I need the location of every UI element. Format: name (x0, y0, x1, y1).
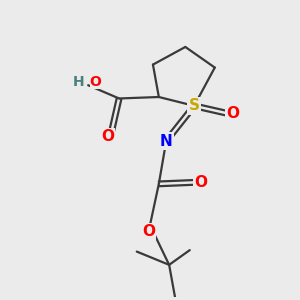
Text: N: N (160, 134, 172, 149)
Text: H: H (73, 75, 85, 89)
Text: O: O (194, 175, 207, 190)
Text: O: O (90, 75, 101, 89)
Text: O: O (226, 106, 239, 121)
Text: O: O (101, 129, 114, 144)
Text: O: O (142, 224, 155, 239)
Text: S: S (189, 98, 200, 113)
